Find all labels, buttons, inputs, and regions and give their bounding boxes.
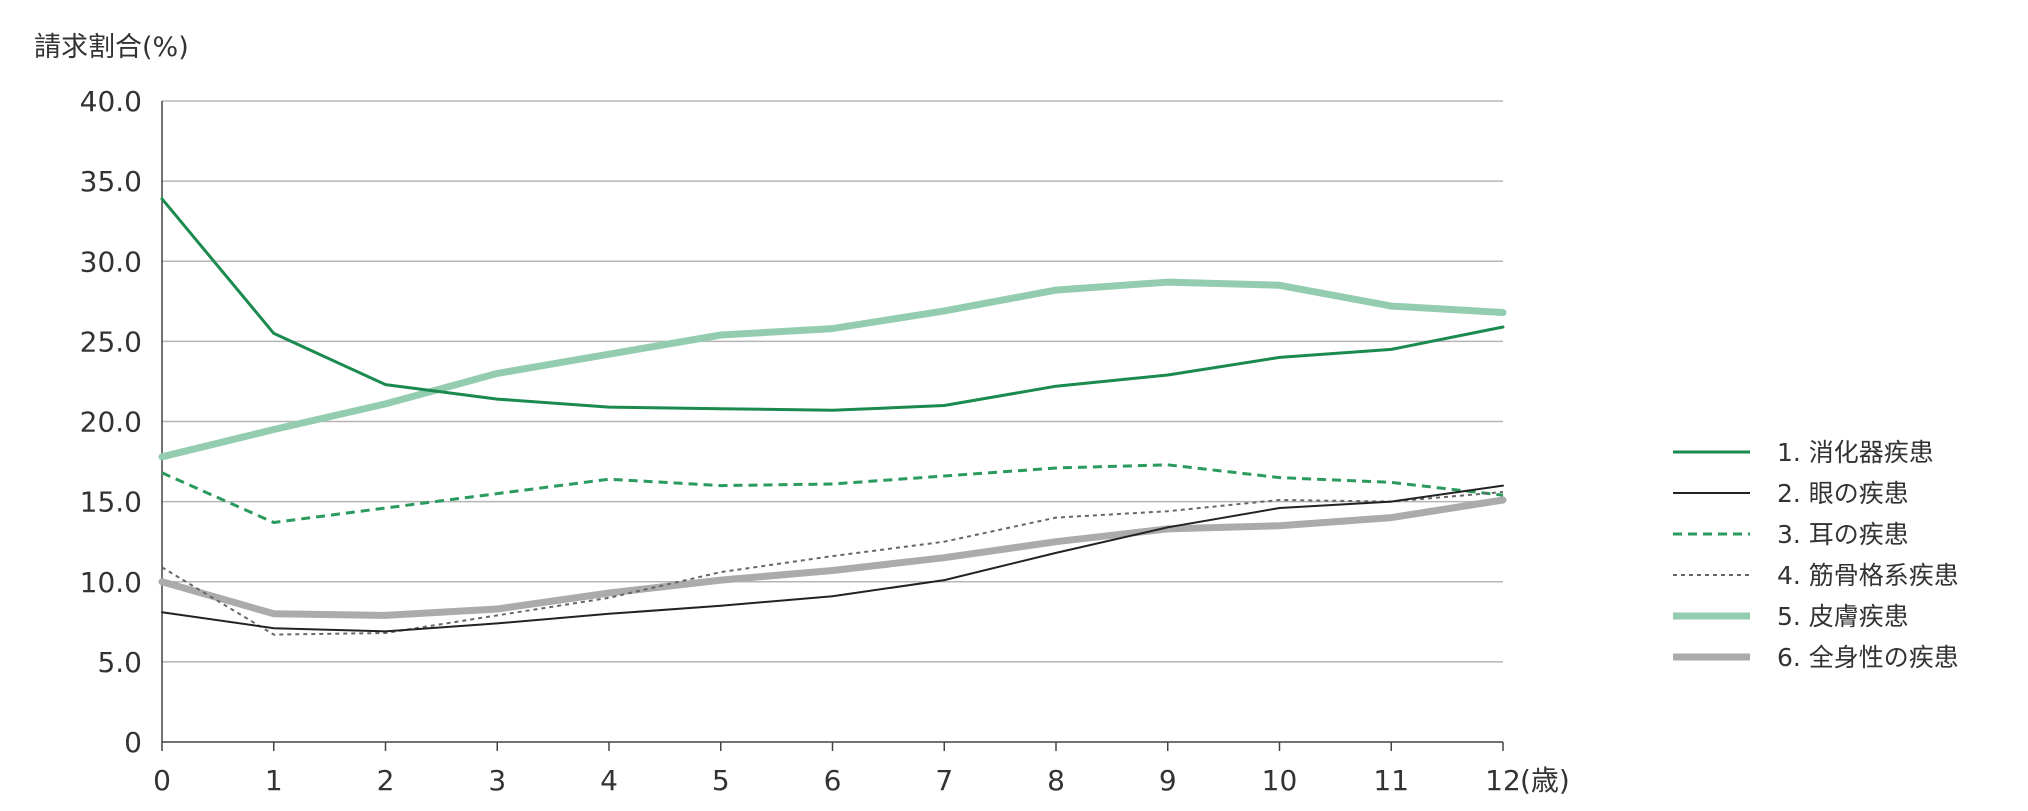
x-tick-label: 8 (1047, 764, 1065, 797)
x-tick-label: 6 (824, 764, 842, 797)
x-tick-label: 9 (1159, 764, 1177, 797)
y-tick-label: 40.0 (80, 85, 142, 118)
y-tick-label: 5.0 (97, 646, 142, 679)
y-tick-label: 15.0 (80, 486, 142, 519)
axes: 05.010.015.020.025.030.035.040.00 1 2 3 4 5 6 7… (80, 85, 1570, 797)
legend-label-3: 3. 耳の疾患 (1777, 520, 1909, 549)
x-tick-label: 0 (153, 764, 171, 797)
x-tick-label: 4 (600, 764, 618, 797)
series-line-4 (161, 491, 1504, 636)
series-line-2 (161, 484, 1504, 633)
series-line-6 (158, 496, 1507, 619)
y-tick-label: 25.0 (80, 325, 142, 358)
y-axis-label: 請求割合(%) (34, 32, 189, 63)
legend-label-5: 5. 皮膚疾患 (1777, 602, 1909, 631)
x-tick-label: 1 (265, 764, 283, 797)
y-tick-label: 35.0 (80, 165, 142, 198)
legend: 1. 消化器疾患 2. 眼の疾患 3. 耳の疾患 4. 筋骨格系疾患 5. 皮膚疾患 6.… (1673, 438, 1959, 672)
x-tick-label: 11 (1373, 764, 1409, 797)
grid-lines (162, 100, 1503, 663)
x-axis-label: (歳) (1520, 764, 1570, 797)
x-tick-label: 3 (488, 764, 506, 797)
y-tick-label: 20.0 (80, 406, 142, 439)
y-tick-label: 0 (124, 726, 142, 759)
series-lines (158, 197, 1507, 636)
y-tick-label: 30.0 (80, 245, 142, 278)
x-tick-label: 2 (377, 764, 395, 797)
x-tick-label: 10 (1262, 764, 1298, 797)
x-tick-label: 12 (1485, 764, 1521, 797)
series-line-5 (158, 278, 1507, 461)
y-tick-label: 10.0 (80, 566, 142, 599)
x-tick-label: 7 (935, 764, 953, 797)
series-line-1 (160, 197, 1505, 412)
series-line-3 (161, 463, 1504, 524)
x-tick-label: 5 (712, 764, 730, 797)
legend-label-2: 2. 眼の疾患 (1777, 479, 1909, 508)
legend-label-4: 4. 筋骨格系疾患 (1777, 561, 1959, 590)
legend-label-6: 6. 全身性の疾患 (1777, 643, 1959, 672)
legend-label-1: 1. 消化器疾患 (1777, 438, 1934, 467)
